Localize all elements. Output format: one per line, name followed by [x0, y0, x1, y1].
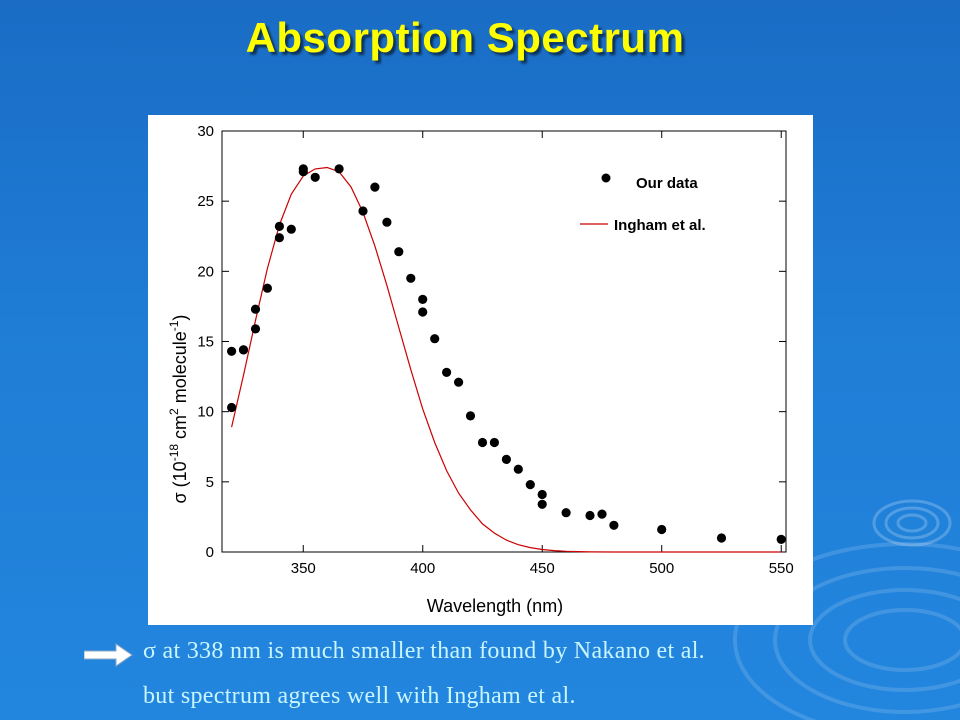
data-point — [358, 206, 368, 216]
data-point — [418, 294, 428, 304]
x-tick-label: 500 — [649, 560, 674, 577]
legend-marker-our-data — [601, 173, 611, 183]
data-point — [227, 402, 237, 413]
x-axis-label: Wavelength (nm) — [427, 596, 563, 616]
data-point — [561, 508, 571, 518]
data-point — [298, 167, 308, 177]
data-point — [227, 346, 237, 356]
y-tick-label: 20 — [197, 263, 214, 280]
data-point — [310, 172, 320, 182]
slide-title: Absorption Spectrum — [245, 14, 685, 61]
y-tick-label: 25 — [197, 193, 214, 210]
data-point — [501, 454, 511, 464]
data-point — [274, 233, 284, 243]
y-tick-label: 10 — [197, 404, 214, 421]
data-point — [238, 345, 249, 355]
data-point — [465, 411, 476, 421]
data-point — [525, 480, 535, 490]
chart-legend: Our data Ingham et al. — [580, 173, 706, 234]
legend-label-ingham: Ingham et al. — [614, 217, 706, 234]
data-point — [609, 520, 619, 530]
y-tick-label: 30 — [197, 123, 214, 140]
bullet-text-nakano: σ at 338 nm is much smaller than found b… — [143, 638, 705, 664]
data-point — [537, 499, 547, 509]
data-point — [250, 304, 261, 314]
y-tick-label: 0 — [206, 544, 214, 561]
data-point — [513, 464, 523, 474]
data-point — [334, 164, 344, 174]
y-axis-label: σ (10-18 cm2 molecule-1) — [167, 315, 190, 504]
right-arrow-icon — [84, 643, 133, 667]
data-point — [657, 524, 667, 535]
bullet-text-ingham: but spectrum agrees well with Ingham et … — [143, 683, 576, 709]
data-point — [406, 273, 416, 283]
data-point — [274, 221, 284, 231]
x-tick-label: 350 — [291, 560, 316, 577]
data-point — [262, 283, 272, 293]
chart-panel: 350 400 450 500 550 0 5 10 15 20 25 30 Wavelength (… — [148, 115, 813, 625]
data-point — [776, 534, 786, 544]
data-point — [382, 217, 392, 227]
data-point — [286, 224, 296, 234]
data-point — [537, 489, 547, 500]
data-point — [442, 367, 452, 377]
x-tick-label: 450 — [530, 560, 555, 577]
plot-frame — [221, 130, 787, 553]
data-point — [418, 307, 428, 317]
x-tick-label: 400 — [410, 560, 435, 577]
data-point — [250, 324, 261, 334]
data-point — [477, 437, 488, 448]
data-point — [489, 437, 499, 448]
data-point — [597, 509, 607, 519]
data-point — [430, 334, 440, 344]
data-point — [394, 247, 404, 257]
absorption-spectrum-chart: 350 400 450 500 550 0 5 10 15 20 25 30 Wavelength (… — [167, 123, 794, 616]
data-point — [454, 377, 464, 387]
x-tick-label: 550 — [769, 560, 794, 577]
legend-label-our-data: Our data — [636, 175, 698, 192]
data-point — [716, 533, 727, 543]
y-tick-label: 15 — [197, 334, 214, 351]
y-tick-label: 5 — [206, 474, 214, 491]
data-point — [370, 182, 380, 192]
data-point — [585, 510, 595, 521]
series-line-ingham — [231, 166, 782, 553]
